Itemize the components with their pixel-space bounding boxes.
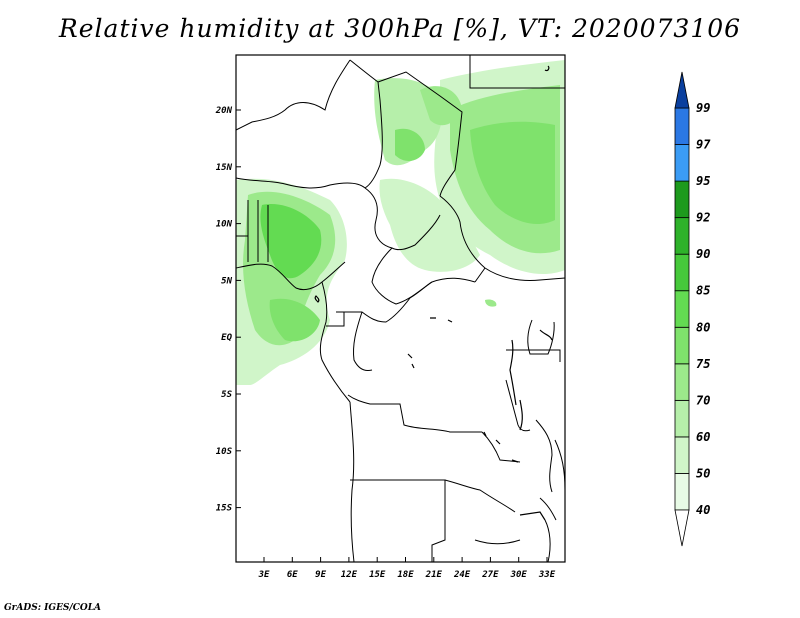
lat-tick-label: 5S — [221, 390, 232, 400]
colorbar-level-label: 50 — [696, 466, 710, 480]
lon-tick-label: 27E — [481, 570, 499, 580]
colorbar-max-arrow — [674, 71, 690, 109]
lon-tick-label: 9E — [315, 570, 326, 580]
colorbar-level-label: 85 — [696, 284, 710, 298]
colorbar-band — [674, 326, 690, 365]
lon-tick-label: 3E — [258, 570, 270, 580]
colorbar-level-label: 80 — [696, 320, 710, 334]
colorbar-band — [674, 217, 690, 255]
colorbar-band — [674, 253, 690, 292]
lon-tick-label: 18E — [397, 570, 414, 580]
colorbar-band — [674, 473, 690, 511]
lon-tick-label: 6E — [287, 570, 298, 580]
colorbar-min-arrow — [674, 509, 690, 547]
lat-tick-label: 15S — [216, 504, 233, 514]
lat-tick-label: 10S — [216, 447, 233, 457]
colorbar-level-label: 40 — [696, 503, 710, 517]
lon-tick-label: 24E — [453, 570, 471, 580]
lat-tick-label: 10N — [216, 220, 233, 230]
lakes-and-islands — [314, 65, 553, 521]
colorbar-band — [674, 144, 690, 182]
lon-tick-label: 33E — [538, 570, 556, 580]
colorbar-band — [674, 107, 690, 145]
colorbar-level-label: 60 — [696, 430, 710, 444]
map-frame — [235, 54, 566, 563]
colorbar-level-label: 70 — [696, 393, 710, 407]
colorbar-band — [674, 399, 690, 438]
colorbar-level-label: 99 — [696, 101, 710, 115]
colorbar-level-label: 92 — [696, 211, 710, 225]
lat-tick-label: 20N — [215, 106, 233, 116]
latitude-ticks: 20N 15N 10N 5N EQ 5S 10S 15S — [215, 106, 241, 514]
colorbar: 40 50 60 70 75 80 85 90 92 95 97 99 — [674, 71, 711, 547]
colorbar-band — [674, 180, 690, 219]
longitude-ticks: 3E 6E 9E 12E 15E 18E 21E 24E 27E 30E 33E — [258, 557, 556, 580]
credit-label: GrADS: IGES/COLA — [4, 603, 102, 613]
colorbar-level-label: 95 — [696, 174, 710, 188]
lat-tick-label: EQ — [221, 333, 232, 343]
colorbar-level-label: 97 — [696, 138, 711, 152]
colorbar-level-label: 75 — [696, 357, 710, 371]
lat-tick-label: 5N — [221, 276, 232, 286]
lon-tick-label: 30E — [510, 570, 528, 580]
lon-tick-label: 12E — [341, 570, 358, 580]
colorbar-band — [674, 363, 690, 401]
lon-tick-label: 21E — [425, 570, 443, 580]
colorbar-level-label: 90 — [696, 247, 710, 261]
country-borders — [235, 55, 566, 563]
lon-tick-label: 15E — [369, 570, 386, 580]
colorbar-band — [674, 436, 690, 474]
chart-title: Relative humidity at 300hPa [%], VT: 202… — [58, 14, 742, 43]
colorbar-band — [674, 290, 690, 328]
humidity-field — [236, 60, 565, 385]
lat-tick-label: 15N — [216, 163, 233, 173]
